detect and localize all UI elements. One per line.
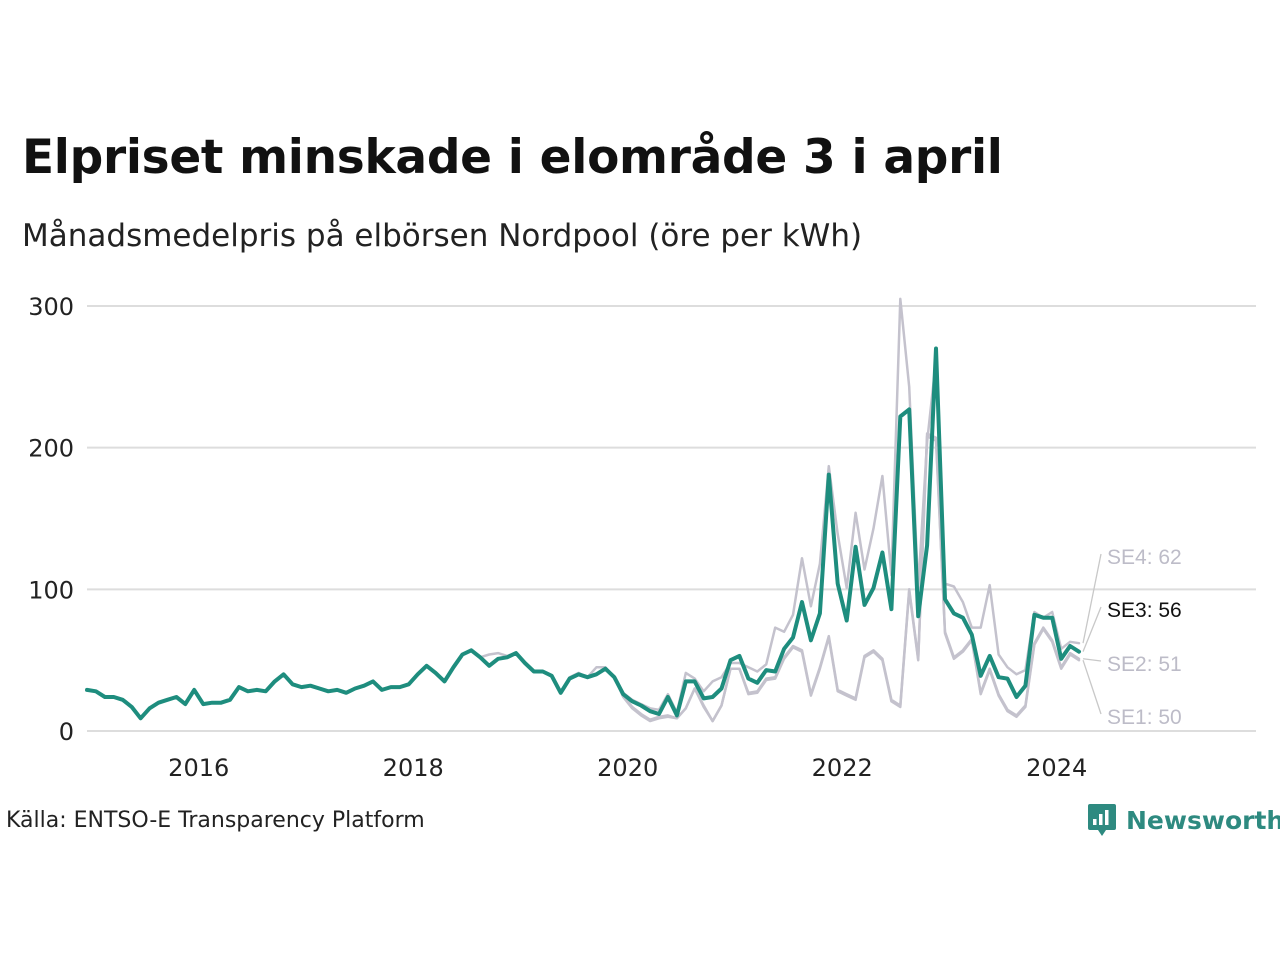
y-tick-label: 200: [28, 435, 74, 463]
highlight-series: [85, 346, 1081, 721]
series-label-se4: SE4: 62: [1107, 546, 1182, 569]
x-tick-label: 2018: [383, 754, 444, 782]
series-labels: SE4: 62 SE3: 56 SE2: 51 SE1: 50: [1102, 546, 1198, 729]
series-label-se3: SE3: 56: [1107, 599, 1182, 622]
label-backdrop: [1102, 696, 1198, 726]
connector-se2: [1082, 658, 1102, 662]
connector-se1: [1082, 659, 1102, 715]
y-tick-label: 0: [59, 718, 74, 746]
label-connectors: [1082, 553, 1102, 715]
brand-name: Newsworthy: [1126, 805, 1280, 835]
gridlines: [87, 305, 1256, 732]
y-tick-label: 100: [28, 576, 74, 604]
connector-se3: [1082, 606, 1102, 652]
x-tick-label: 2024: [1026, 754, 1087, 782]
x-tick-label: 2020: [597, 754, 658, 782]
series-line-se3: [85, 346, 1081, 721]
x-axis-ticks: 2016 2018 2020 2022 2024: [168, 754, 1087, 782]
newsworthy-logo-icon: [1088, 804, 1116, 836]
chart-subtitle: Månadsmedelpris på elbörsen Nordpool (ör…: [22, 218, 863, 254]
brand-logo: Newsworthy: [1087, 802, 1280, 838]
y-tick-label: 300: [28, 293, 74, 321]
source-note: Källa: ENTSO-E Transparency Platform: [6, 808, 425, 833]
y-axis-ticks: 0 100 200 300: [28, 293, 74, 746]
series-label-se2: SE2: 51: [1107, 653, 1182, 676]
chart-title: Elpriset minskade i elområde 3 i april: [22, 130, 1003, 185]
series-label-se1: SE1: 50: [1107, 706, 1182, 729]
x-tick-label: 2022: [812, 754, 873, 782]
connector-se4: [1082, 553, 1102, 644]
x-tick-label: 2016: [168, 754, 229, 782]
